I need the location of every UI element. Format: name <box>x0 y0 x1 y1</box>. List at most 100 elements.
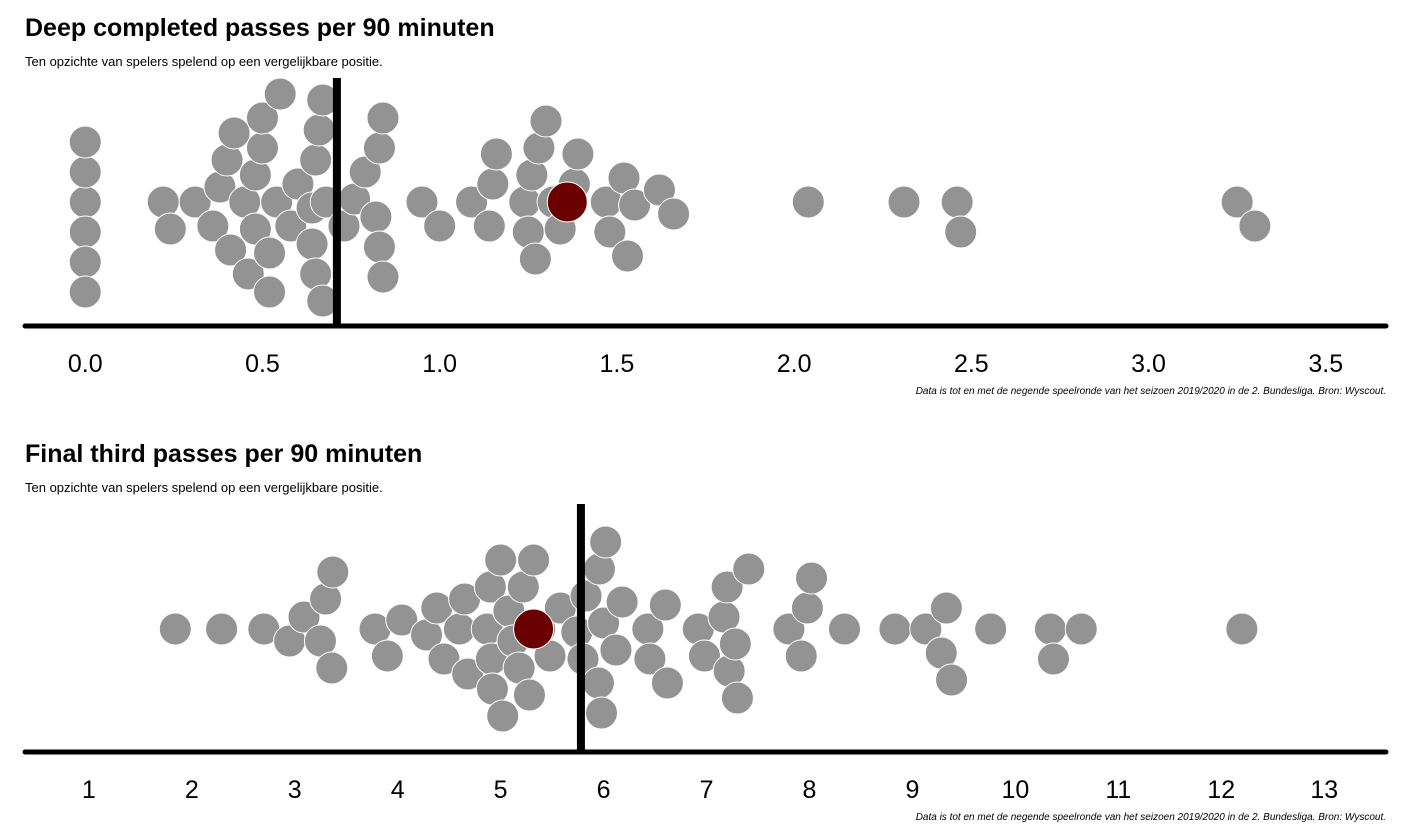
data-point <box>512 678 546 712</box>
x-tick-label: 1.0 <box>422 350 457 378</box>
x-tick-label: 1 <box>82 776 96 804</box>
data-point <box>648 588 682 622</box>
data-point <box>366 260 400 294</box>
data-point <box>442 612 476 646</box>
chart-caption: Data is tot en met de negende speelronde… <box>915 812 1386 823</box>
data-point <box>245 131 279 165</box>
data-point <box>1064 612 1098 646</box>
data-point <box>687 639 721 673</box>
data-point <box>561 137 595 171</box>
chart-panel-deep-completed-passes: Deep completed passes per 90 minuten Ten… <box>22 14 1389 397</box>
data-point <box>618 188 652 222</box>
data-point <box>217 116 251 150</box>
x-tick-label: 2 <box>185 776 199 804</box>
x-tick-label: 1.5 <box>600 350 635 378</box>
data-point <box>611 239 645 273</box>
data-point <box>366 101 400 135</box>
x-tick-label: 5 <box>494 776 508 804</box>
x-tick-label: 6 <box>597 776 611 804</box>
x-tick-label: 11 <box>1105 776 1131 804</box>
data-point <box>518 242 552 276</box>
data-point <box>589 525 623 559</box>
data-point <box>633 642 667 676</box>
data-point <box>878 612 912 646</box>
x-tick-label: 8 <box>803 776 817 804</box>
data-point <box>599 633 633 667</box>
data-point <box>316 555 350 589</box>
data-point <box>158 612 192 646</box>
data-point <box>657 197 691 231</box>
x-tick-label: 7 <box>700 776 714 804</box>
data-point <box>1220 185 1254 219</box>
data-point <box>359 200 393 234</box>
x-tick-label: 3.0 <box>1131 350 1166 378</box>
data-point <box>581 666 615 700</box>
data-point <box>791 185 825 219</box>
data-point <box>68 215 102 249</box>
x-tick-label: 13 <box>1310 776 1338 804</box>
data-point <box>585 696 619 730</box>
x-tick-label: 2.5 <box>954 350 989 378</box>
data-point <box>68 245 102 279</box>
data-point <box>517 543 551 577</box>
chart-title: Final third passes per 90 minuten <box>25 440 423 468</box>
data-point <box>486 699 520 733</box>
chart-subtitle: Ten opzichte van spelers spelend op een … <box>25 480 383 495</box>
data-point <box>451 657 485 691</box>
data-point <box>720 681 754 715</box>
data-point <box>1033 612 1067 646</box>
data-point <box>253 236 287 270</box>
data-point <box>587 606 621 640</box>
chart-subtitle: Ten opzichte van spelers spelend op een … <box>25 54 383 69</box>
data-point <box>529 104 563 138</box>
data-point <box>253 275 287 309</box>
x-tick-label: 10 <box>1001 776 1029 804</box>
data-point <box>153 212 187 246</box>
data-point <box>214 233 248 267</box>
data-point <box>362 230 396 264</box>
data-point <box>231 257 265 291</box>
data-point <box>196 209 230 243</box>
data-point <box>772 612 806 646</box>
data-point <box>732 552 766 586</box>
data-point <box>887 185 921 219</box>
data-point <box>245 101 279 135</box>
data-point <box>784 639 818 673</box>
x-tick-label: 9 <box>905 776 919 804</box>
data-point <box>593 215 627 249</box>
data-point <box>472 209 506 243</box>
data-point <box>1225 612 1259 646</box>
data-point <box>287 600 321 634</box>
beeswarm-plot: 1 2 3 4 5 6 7 8 9 10 11 12 13 <box>22 504 1389 804</box>
x-tick-label: 0.5 <box>245 350 280 378</box>
data-point <box>605 585 639 619</box>
data-point <box>315 651 349 685</box>
data-point <box>1036 642 1070 676</box>
data-point <box>274 209 308 243</box>
data-point <box>68 275 102 309</box>
x-tick-label: 4 <box>391 776 405 804</box>
data-point <box>205 612 239 646</box>
x-tick-label: 3.5 <box>1308 350 1343 378</box>
x-tick-label: 3 <box>288 776 302 804</box>
data-point <box>484 543 518 577</box>
data-point <box>370 639 404 673</box>
data-point <box>302 113 336 147</box>
data-point <box>455 185 489 219</box>
data-point <box>385 603 419 637</box>
x-tick-label: 2.0 <box>777 350 812 378</box>
chart-caption: Data is tot en met de negende speelronde… <box>915 386 1386 397</box>
data-point <box>1238 209 1272 243</box>
data-point <box>427 642 461 676</box>
data-point <box>263 77 297 111</box>
data-point <box>582 552 616 586</box>
data-point <box>795 561 829 595</box>
data-point <box>790 591 824 625</box>
data-point <box>710 570 744 604</box>
data-point <box>935 663 969 697</box>
data-point <box>479 137 513 171</box>
data-point <box>299 143 333 177</box>
highlighted-data-point <box>513 608 555 650</box>
beeswarm-plot: 0.0 0.5 1.0 1.5 2.0 2.5 3.0 3.5 <box>22 77 1389 378</box>
data-point <box>423 209 457 243</box>
